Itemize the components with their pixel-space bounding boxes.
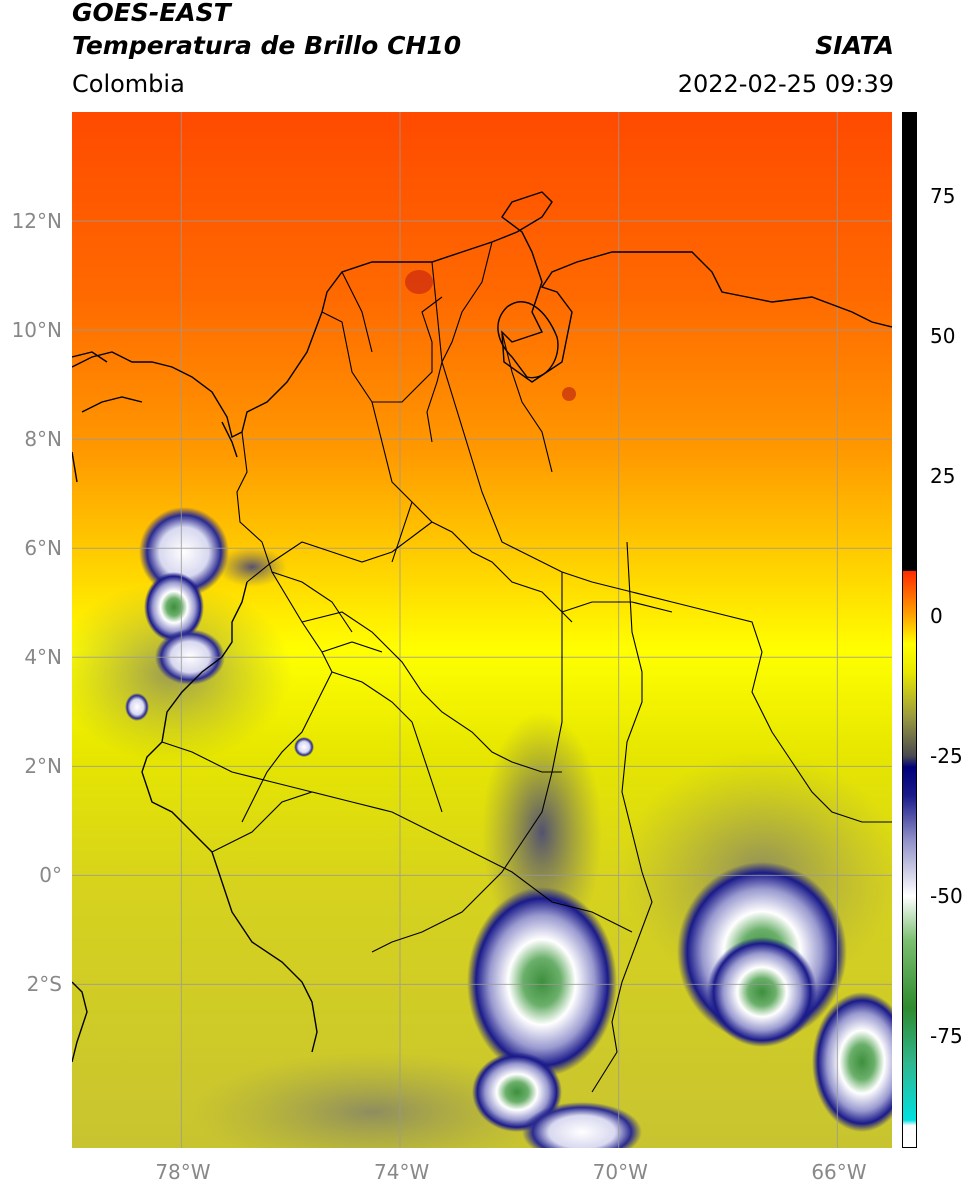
lat-label: 4°N [24, 645, 62, 670]
agency-label: SIATA [815, 31, 894, 60]
colorbar-frame [902, 112, 917, 1148]
lat-label: 10°N [11, 318, 62, 343]
coastlines [72, 191, 892, 1063]
colorbar-tick-label: -75 [930, 1024, 963, 1048]
lat-label: 12°N [11, 209, 62, 234]
timestamp-label: 2022-02-25 09:39 [677, 70, 894, 98]
gridlines [72, 112, 892, 1148]
lon-label: 66°W [811, 1160, 867, 1184]
temperature-colorbar [902, 112, 917, 1148]
satellite-title: GOES-EAST [72, 0, 231, 27]
lat-label: 2°S [26, 972, 62, 997]
lat-label: 8°N [24, 427, 62, 452]
brightness-temperature-map[interactable] [72, 112, 892, 1148]
lat-label: 6°N [24, 536, 62, 561]
region-label: Colombia [72, 70, 185, 98]
lat-label: 2°N [24, 754, 62, 779]
cloud-cells [72, 270, 892, 1148]
colorbar-tick-label: 50 [930, 324, 956, 348]
lon-label: 70°W [592, 1160, 648, 1184]
colorbar-tick-label: 0 [930, 604, 943, 628]
lon-label: 78°W [155, 1160, 211, 1184]
colorbar-tick-label: 75 [930, 184, 956, 208]
colorbar-tick-label: -25 [930, 744, 963, 768]
colorbar-gradient [902, 112, 917, 1148]
lat-label: 0° [39, 863, 62, 888]
colorbar-tick-label: -50 [930, 884, 963, 908]
colorbar-tick-label: 25 [930, 464, 956, 488]
admin-boundaries [161, 241, 892, 1093]
product-title: Temperatura de Brillo CH10 [72, 31, 462, 60]
lon-label: 74°W [374, 1160, 430, 1184]
